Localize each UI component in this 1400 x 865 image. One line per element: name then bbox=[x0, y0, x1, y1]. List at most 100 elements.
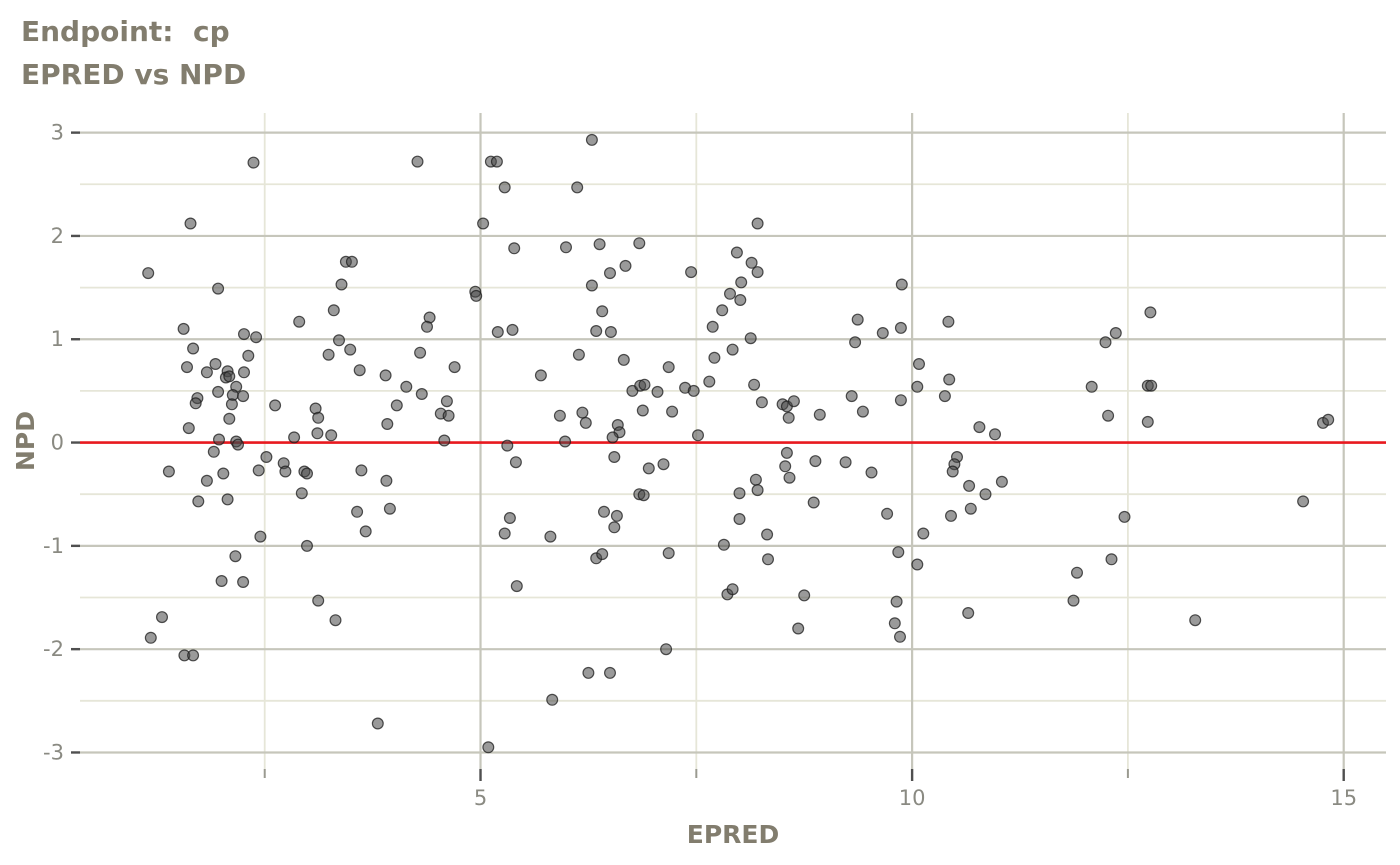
data-point bbox=[798, 589, 811, 602]
data-point bbox=[633, 237, 646, 250]
data-point bbox=[329, 614, 342, 627]
data-point bbox=[761, 553, 774, 566]
data-point bbox=[345, 255, 358, 268]
data-point bbox=[242, 349, 255, 362]
data-point bbox=[351, 505, 364, 518]
data-point bbox=[177, 322, 190, 335]
data-point bbox=[355, 464, 368, 477]
plot-subtitle: EPRED vs NPD bbox=[21, 58, 247, 92]
data-point bbox=[662, 361, 675, 374]
data-point bbox=[1102, 409, 1115, 422]
data-point bbox=[509, 456, 522, 469]
data-point bbox=[666, 405, 679, 418]
data-point bbox=[685, 266, 698, 279]
data-point bbox=[232, 438, 245, 451]
data-point bbox=[440, 395, 453, 408]
data-point bbox=[780, 446, 793, 459]
data-point bbox=[706, 320, 719, 333]
data-point bbox=[247, 156, 260, 169]
data-point bbox=[312, 411, 325, 424]
data-point bbox=[751, 484, 764, 497]
data-point bbox=[571, 181, 584, 194]
data-point bbox=[744, 332, 757, 345]
data-point bbox=[973, 421, 986, 434]
data-point bbox=[617, 353, 630, 366]
data-point bbox=[876, 327, 889, 340]
data-point bbox=[295, 487, 308, 500]
data-point bbox=[182, 422, 195, 435]
data-point bbox=[501, 439, 514, 452]
data-point bbox=[610, 509, 623, 522]
data-point bbox=[603, 666, 616, 679]
data-point bbox=[637, 489, 650, 502]
y-tick-label: -3 bbox=[43, 740, 64, 764]
data-point bbox=[212, 385, 225, 398]
x-tick-label: 5 bbox=[474, 786, 487, 810]
data-point bbox=[215, 574, 228, 587]
data-point bbox=[503, 511, 516, 524]
data-point bbox=[892, 546, 905, 559]
data-point bbox=[890, 595, 903, 608]
data-point bbox=[293, 315, 306, 328]
data-point bbox=[946, 465, 959, 478]
y-tick-label: 2 bbox=[51, 224, 64, 248]
data-point bbox=[723, 287, 736, 300]
data-point bbox=[1067, 594, 1080, 607]
data-point bbox=[979, 488, 992, 501]
data-point bbox=[597, 505, 610, 518]
data-point bbox=[217, 467, 230, 480]
data-point bbox=[963, 479, 976, 492]
data-point bbox=[839, 456, 852, 469]
data-point bbox=[333, 334, 346, 347]
data-point bbox=[894, 394, 907, 407]
data-point bbox=[322, 348, 335, 361]
data-point bbox=[691, 429, 704, 442]
data-point bbox=[381, 418, 394, 431]
data-point bbox=[390, 399, 403, 412]
data-point bbox=[269, 399, 282, 412]
y-tick-label: 0 bbox=[51, 431, 64, 455]
data-point bbox=[745, 256, 758, 269]
data-point bbox=[730, 246, 743, 259]
data-point bbox=[807, 496, 820, 509]
data-point bbox=[506, 323, 519, 336]
data-point bbox=[400, 380, 413, 393]
data-point bbox=[470, 289, 483, 302]
data-point bbox=[252, 464, 265, 477]
data-point bbox=[187, 342, 200, 355]
data-point bbox=[856, 405, 869, 418]
data-point bbox=[619, 259, 632, 272]
data-point bbox=[590, 325, 603, 338]
data-point bbox=[544, 530, 557, 543]
data-point bbox=[1322, 413, 1335, 426]
data-point bbox=[311, 427, 324, 440]
data-point bbox=[638, 378, 651, 391]
y-axis-title: NPD bbox=[11, 411, 40, 471]
data-point bbox=[415, 388, 428, 401]
y-tick-label: 3 bbox=[51, 121, 64, 145]
data-point bbox=[200, 474, 213, 487]
data-point bbox=[312, 594, 325, 607]
data-point bbox=[238, 366, 251, 379]
data-point bbox=[888, 617, 901, 630]
x-tick-label: 10 bbox=[899, 786, 926, 810]
data-point bbox=[964, 502, 977, 515]
data-point bbox=[189, 397, 202, 410]
data-point bbox=[237, 575, 250, 588]
data-point bbox=[371, 717, 384, 730]
x-axis-title: EPRED bbox=[687, 820, 779, 849]
data-point bbox=[596, 305, 609, 318]
data-point bbox=[809, 455, 822, 468]
data-point bbox=[221, 493, 234, 506]
data-point bbox=[1105, 553, 1118, 566]
y-tick-label: -1 bbox=[43, 534, 64, 558]
data-point bbox=[687, 384, 700, 397]
data-point bbox=[576, 406, 589, 419]
data-point bbox=[917, 527, 930, 540]
data-point bbox=[783, 471, 796, 484]
data-point bbox=[559, 241, 572, 254]
data-point bbox=[995, 475, 1008, 488]
data-point bbox=[792, 622, 805, 635]
data-point bbox=[585, 133, 598, 146]
data-point bbox=[383, 502, 396, 515]
